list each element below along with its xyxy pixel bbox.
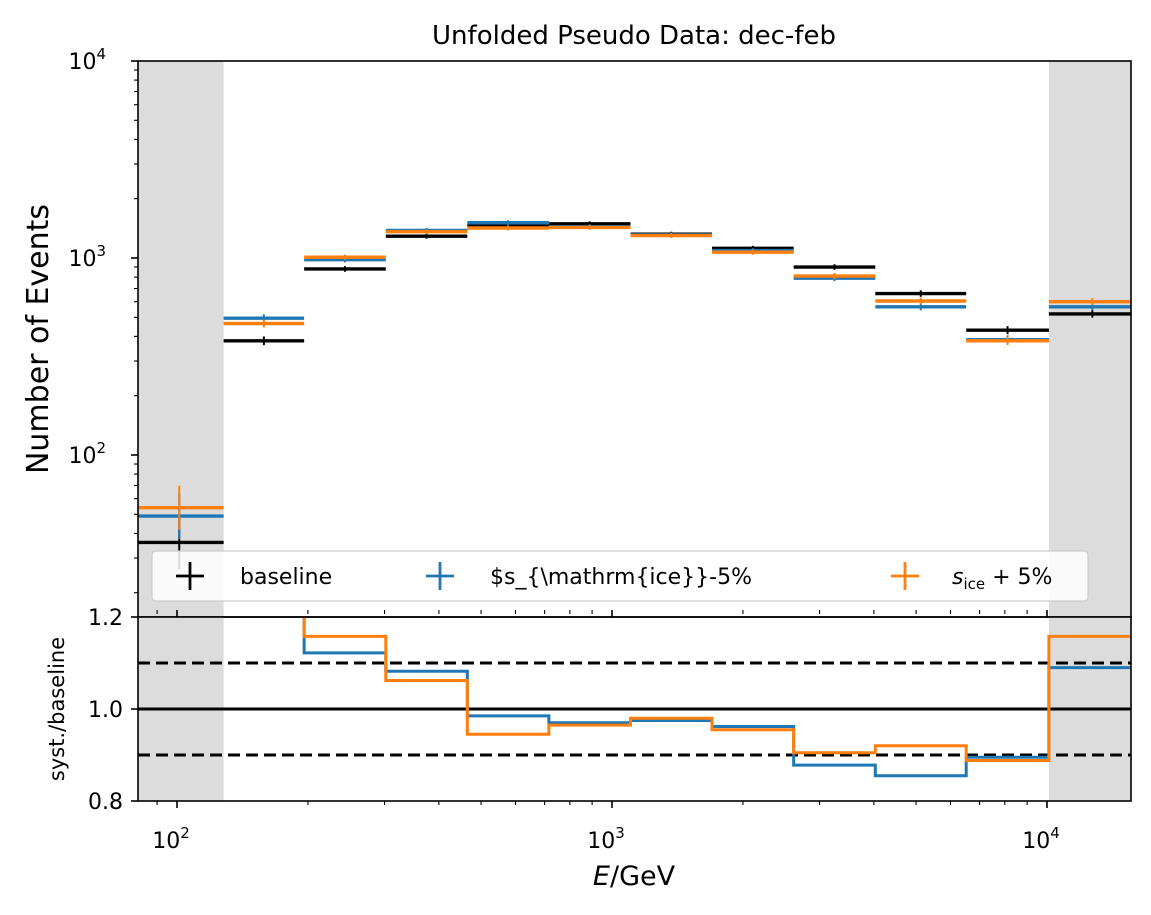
x-tick-label: 102: [152, 824, 190, 854]
ratio-series-1: [302, 617, 1131, 763]
y-tick-label: 104: [68, 45, 106, 75]
bottom-series-clip-group: [302, 617, 1131, 778]
ratio-y-tick-label: 0.8: [88, 790, 123, 815]
ratio-y-tick-label: 1.2: [88, 606, 123, 631]
bottom-panel-series: [302, 617, 1131, 778]
y-tick-label-exponent: 2: [96, 439, 106, 457]
x-axis-label: E/GeV: [593, 861, 676, 892]
y-tick-label: 103: [68, 242, 106, 272]
top-panel-ylabel: Number of Events: [21, 204, 56, 474]
ratio-y-tick-label: 1.0: [88, 698, 123, 723]
top-panel-shading: [138, 61, 1131, 617]
x-tick-label-exponent: 2: [180, 824, 190, 842]
legend-box: [151, 550, 1089, 602]
bottom-panel-ylabel: syst./baseline: [45, 637, 69, 781]
x-tick-label-exponent: 4: [1050, 824, 1060, 842]
top-panel-ticks: 102 103 104: [68, 45, 1048, 617]
legend-label-2: sice + 5%: [952, 565, 1052, 593]
series-1: [138, 220, 1131, 540]
series-0: [138, 221, 1131, 570]
bottom-panel-ticks: 0.8 1.0 1.2 102 103 104: [88, 606, 1060, 854]
legend-label-1: $s_{\mathrm{ice}}-5%: [490, 565, 752, 590]
x-axis-label-symbol: E: [593, 861, 610, 892]
shaded-region-top-1: [1048, 61, 1131, 617]
bottom-panel: 0.8 1.0 1.2 102 103 104: [88, 606, 1132, 854]
legend: baseline $s_{\mathrm{ice}}-5% sice + 5%: [151, 550, 1089, 602]
y-tick-label-exponent: 4: [96, 45, 106, 63]
legend-label-0: baseline: [240, 565, 332, 590]
x-tick-label-exponent: 3: [615, 824, 625, 842]
series-2: [138, 224, 1131, 530]
x-tick-label: 103: [587, 824, 625, 854]
legend-label-main: s: [952, 565, 963, 590]
top-panel: baseline $s_{\mathrm{ice}}-5% sice + 5% 10…: [68, 45, 1132, 618]
bottom-panel-frame: [137, 616, 1132, 802]
shaded-region-top-0: [138, 61, 224, 617]
x-tick-label: 104: [1022, 824, 1060, 854]
chart-title: Unfolded Pseudo Data: dec-feb: [432, 21, 836, 51]
x-axis-label-unit: /GeV: [610, 861, 676, 892]
y-tick-label-exponent: 3: [96, 242, 106, 260]
bottom-panel-reference-lines: [138, 661, 1131, 757]
y-tick-label: 102: [68, 439, 106, 469]
top-panel-series: [138, 220, 1131, 570]
legend-label-rest: + 5%: [985, 565, 1052, 590]
legend-label-sub: ice: [963, 575, 985, 593]
